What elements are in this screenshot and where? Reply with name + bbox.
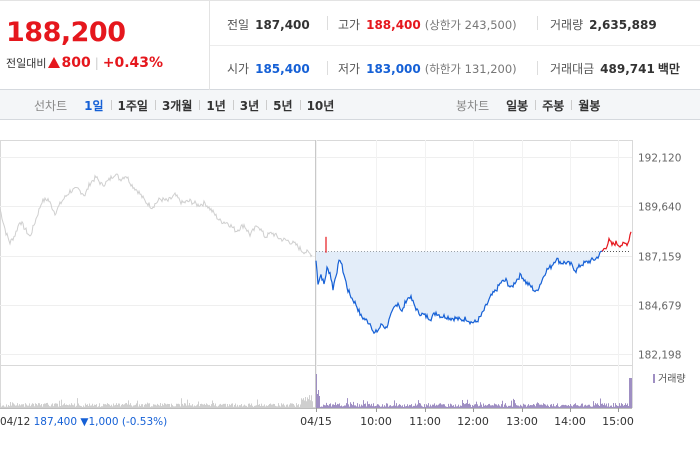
stat-open: 시가 185,400 [227,60,310,77]
stat-high: 고가 188,400 (상한가 243,500) [338,16,517,33]
y-tick-label: 187,159 [638,252,681,264]
stat-value: 489,741 [600,62,655,76]
tab-daily-candle[interactable]: 일봉 [506,98,529,113]
upper-limit: (상한가 243,500) [424,18,517,32]
y-tick-label: 184,679 [638,301,681,313]
x-tick-label: 12:00 [457,415,489,428]
stat-value: 187,400 [255,18,310,32]
stat-label: 전일 [227,18,250,32]
previous-day-change: 1,000 [88,416,121,428]
previous-day-date: 04/12 [0,416,34,428]
candle-chart-tab-group: 봉차트 일봉 주봉 월봉 [456,90,607,120]
stat-value: 185,400 [255,62,310,76]
stat-value: 2,635,889 [589,18,657,32]
tab-5year[interactable]: 5년 [266,97,299,114]
stat-label: 거래대금 [550,62,595,76]
x-tick-label: 14:00 [554,415,586,428]
below-close-fill-area [316,251,631,334]
divider [537,16,538,30]
price-line-down-segment [315,249,604,335]
divider [327,61,328,75]
chart-period-tabs: 선차트 1일 1주일 3개월 1년 3년 5년 10년 봉차트 일봉 주봉 월봉 [0,90,700,120]
quote-panel: 188,200 전일대비 800 | +0.43% 전일 187,400 고가 188,4… [0,0,700,90]
tab-1week[interactable]: 1주일 [110,97,155,114]
change-label: 전일대비 [6,57,47,70]
line-chart-label: 선차트 [34,98,68,113]
x-tick-label: 04/15 [300,415,332,428]
stat-low: 저가 183,000 (하한가 131,200) [338,60,517,77]
change-separator: | [94,56,99,70]
stat-value: 183,000 [366,62,421,76]
stats-grid: 전일 187,400 고가 188,400 (상한가 243,500) 거래량 2,63… [210,1,700,90]
x-tick-label: 13:00 [506,415,538,428]
tab-3month[interactable]: 3개월 [154,97,199,114]
volume-legend-label: 거래량 [658,373,686,385]
down-triangle-icon: ▼ [80,416,89,428]
stat-volume: 거래량 2,635,889 [550,16,657,33]
change-row: 전일대비 800 | +0.43% [6,55,163,71]
stats-divider [210,45,700,46]
divider [327,16,328,30]
change-amount: 800 [61,55,91,71]
tab-1day[interactable]: 1일 [84,98,104,113]
previous-day-close: 187,400 [34,416,81,428]
previous-day-change-percent: (-0.53%) [122,416,167,428]
volume-legend-swatch [653,374,655,383]
intraday-price-chart: 192,120 189,640 187,159 184,679 182,198 04/15… [0,140,686,428]
change-percent: +0.43% [102,55,164,71]
previous-day-summary: 04/12 187,400 ▼1,000 (-0.53%) [0,416,167,428]
stat-label: 고가 [338,18,361,32]
lower-limit: (하한가 131,200) [424,62,517,76]
stat-turnover: 거래대금 489,741 백만 [550,60,680,77]
stat-prev-close: 전일 187,400 [227,16,310,33]
tab-weekly-candle[interactable]: 주봉 [535,97,571,114]
x-tick-label: 15:00 [602,415,634,428]
stat-label: 시가 [227,62,250,76]
tab-monthly-candle[interactable]: 월봉 [571,97,607,114]
price-box: 188,200 전일대비 800 | +0.43% [0,1,210,90]
y-tick-label: 182,198 [638,350,681,362]
stat-label: 저가 [338,62,361,76]
y-tick-label: 192,120 [638,153,681,165]
current-price: 188,200 [6,17,126,48]
y-tick-label: 189,640 [638,202,681,214]
stat-value: 188,400 [366,18,421,32]
x-tick-label: 10:00 [360,415,392,428]
candle-chart-label: 봉차트 [456,98,490,113]
divider [537,61,538,75]
previous-day-price-line [0,173,313,258]
price-line-up-segment [601,231,632,252]
stat-label: 거래량 [550,18,584,32]
tab-1year[interactable]: 1년 [199,97,232,114]
tab-3year[interactable]: 3년 [232,97,266,114]
tab-10year[interactable]: 10년 [299,97,342,114]
up-triangle-icon [48,57,61,68]
x-tick-label: 11:00 [409,415,441,428]
line-chart-tab-group: 선차트 1일 1주일 3개월 1년 3년 5년 10년 [34,90,341,120]
stat-unit: 백만 [657,62,680,76]
